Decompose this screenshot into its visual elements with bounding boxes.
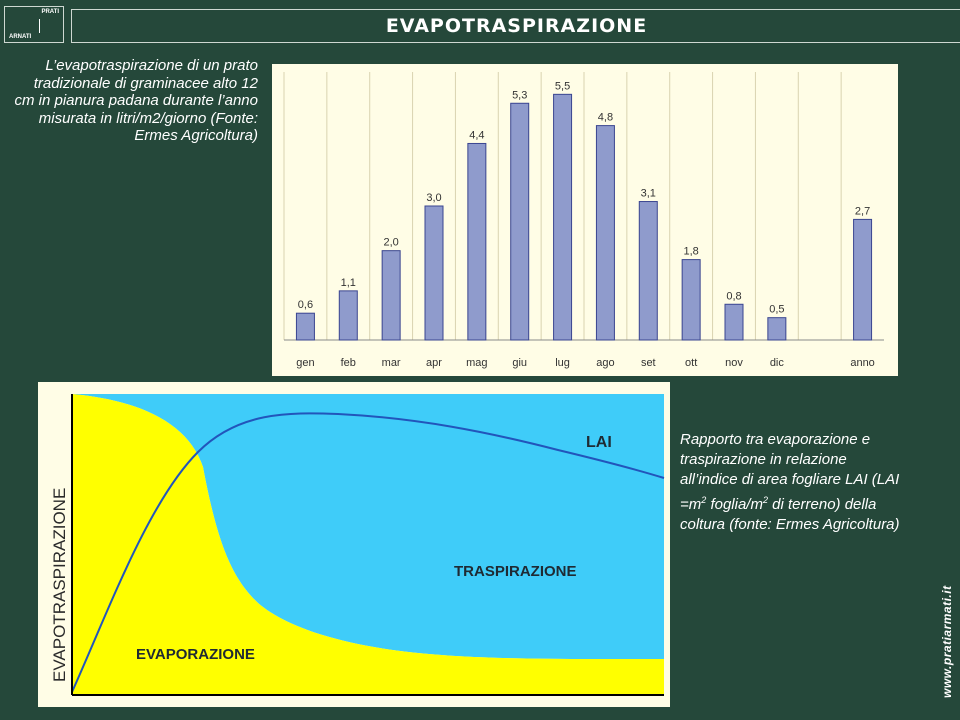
bar-apr bbox=[424, 205, 444, 341]
bar-tick-label: set bbox=[641, 357, 656, 369]
lai-curve bbox=[71, 412, 665, 693]
bar-value-label: 3,0 bbox=[426, 192, 441, 204]
bar-gen bbox=[295, 312, 315, 341]
bar-anno bbox=[853, 218, 873, 341]
label-lai: LAI bbox=[586, 434, 612, 451]
bar-value-label: 2,0 bbox=[383, 237, 398, 249]
bar-value-label: 0,5 bbox=[769, 304, 784, 316]
bar-value-label: 5,5 bbox=[555, 80, 570, 92]
bar-value-label: 1,1 bbox=[341, 277, 356, 289]
bar-mar bbox=[381, 250, 401, 341]
bar-tick-label: ott bbox=[685, 357, 697, 369]
logo: PRATI ARNATI bbox=[4, 6, 64, 43]
bar-nov bbox=[724, 303, 744, 341]
traspirazione-area bbox=[72, 394, 664, 659]
area-chart: EVAPOTRASPIRAZIONE LAI TRASPIRAZIONE EVA… bbox=[38, 382, 670, 707]
bar-tick-label: giu bbox=[512, 357, 527, 369]
bar-ago bbox=[595, 125, 615, 341]
label-traspirazione: TRASPIRAZIONE bbox=[454, 563, 577, 580]
bar-tick-label: anno bbox=[850, 357, 874, 369]
bar-tick-label: feb bbox=[341, 357, 356, 369]
slide-title: EVAPOTRASPIRAZIONE bbox=[71, 9, 960, 43]
area-caption-sup-1: 2 bbox=[701, 495, 707, 505]
bar-tick-label: mar bbox=[382, 357, 401, 369]
bar-tick-label: dic bbox=[770, 357, 785, 369]
evaporazione-area bbox=[72, 394, 664, 695]
area-caption-text-2: foglia/m bbox=[706, 496, 763, 513]
bar-chart-background bbox=[272, 64, 898, 376]
label-evaporazione: EVAPORAZIONE bbox=[136, 646, 255, 663]
bar-tick-label: gen bbox=[296, 357, 314, 369]
bar-value-label: 5,3 bbox=[512, 89, 527, 101]
bar-value-label: 4,8 bbox=[598, 112, 613, 124]
bar-tick-label: mag bbox=[466, 357, 487, 369]
bar-value-label: 0,6 bbox=[298, 299, 313, 311]
area-chart-caption: Rapporto tra evaporazione e traspirazion… bbox=[680, 430, 905, 535]
area-caption-text-3: di terreno) della coltura (fonte: Ermes … bbox=[680, 496, 900, 533]
bar-value-label: 4,4 bbox=[469, 129, 484, 141]
bar-giu bbox=[510, 102, 530, 341]
bar-chart-caption: L’evapotraspirazione di un prato tradizi… bbox=[14, 57, 258, 144]
bar-lug bbox=[553, 93, 573, 341]
area-ylabel: EVAPOTRASPIRAZIONE bbox=[50, 488, 69, 682]
area-caption-sup-2: 2 bbox=[762, 495, 768, 505]
area-caption-text-1: Rapporto tra evaporazione e traspirazion… bbox=[680, 431, 900, 513]
bar-value-label: 0,8 bbox=[726, 290, 741, 302]
bar-ott bbox=[681, 259, 701, 341]
bar-tick-label: nov bbox=[725, 357, 743, 369]
website-url: www.pratiarmati.it bbox=[940, 585, 954, 698]
logo-text-top: PRATI bbox=[41, 9, 59, 15]
bar-dic bbox=[767, 317, 787, 341]
bar-value-label: 1,8 bbox=[683, 246, 698, 258]
bar-value-label: 2,7 bbox=[855, 205, 870, 217]
bar-feb bbox=[338, 290, 358, 341]
logo-divider bbox=[39, 19, 40, 33]
bar-tick-label: apr bbox=[426, 357, 442, 369]
bar-value-label: 3,1 bbox=[641, 188, 656, 200]
bar-chart: 0,61,12,03,04,45,35,54,83,11,80,80,52,7 … bbox=[272, 64, 898, 376]
bar-set bbox=[638, 201, 658, 341]
bar-mag bbox=[467, 142, 487, 341]
bar-tick-label: ago bbox=[596, 357, 614, 369]
bar-tick-label: lug bbox=[555, 357, 570, 369]
logo-text-bottom: ARNATI bbox=[9, 34, 32, 40]
